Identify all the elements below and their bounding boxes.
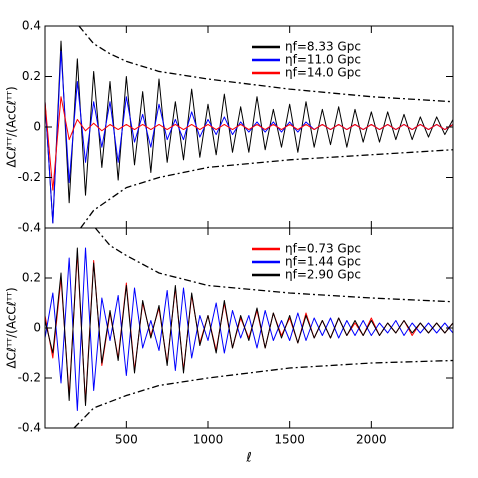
x-tick-label: 1500 [274, 433, 305, 447]
y-tick-label: 0.4 [22, 19, 41, 33]
data-line [45, 96, 453, 191]
y-tick-label: 0 [33, 321, 41, 335]
data-line [45, 247, 453, 411]
y-axis-label: ΔCℓᵀᵀ/(AcCℓᵀᵀ) [5, 86, 19, 167]
envelope-line [78, 26, 453, 103]
y-tick-label: 0.2 [22, 69, 41, 83]
legend-label: ηf=2.90 Gpc [285, 268, 361, 282]
plot-area [45, 26, 453, 228]
y-tick-label: -0.2 [18, 371, 41, 385]
envelope-line [94, 228, 453, 303]
x-tick-label: 2000 [356, 433, 387, 447]
envelope-line [80, 149, 453, 228]
envelope-line [73, 359, 453, 428]
y-tick-label: -0.4 [18, 421, 41, 435]
legend-label: ηf=14.0 Gpc [285, 66, 361, 80]
legend-label: ηf=0.73 Gpc [285, 242, 361, 256]
y-tick-label: -0.4 [18, 221, 41, 235]
y-tick-label: 0 [33, 120, 41, 134]
data-line [45, 50, 453, 224]
x-tick-label: 500 [115, 433, 138, 447]
y-axis-label: ΔCℓᵀᵀ/(AcCℓᵀᵀ) [5, 287, 19, 368]
plot-area [45, 228, 453, 428]
data-line [45, 40, 453, 224]
y-tick-label: 0.2 [22, 271, 41, 285]
legend-label: ηf=1.44 Gpc [285, 255, 361, 269]
data-line [45, 247, 453, 406]
x-axis-label: ℓ [245, 451, 251, 466]
y-tick-label: -0.2 [18, 170, 41, 184]
legend-label: ηf=8.33 Gpc [285, 40, 361, 54]
x-tick-label: 1000 [193, 433, 224, 447]
legend-label: ηf=11.0 Gpc [285, 53, 361, 67]
